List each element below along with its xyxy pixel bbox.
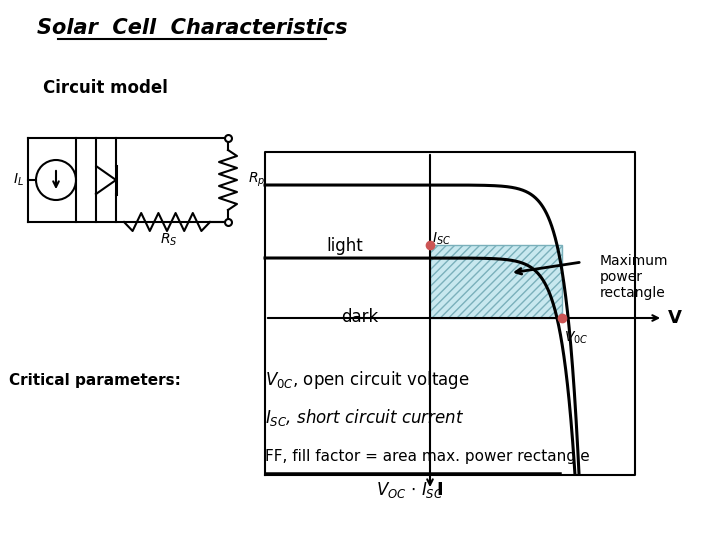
Text: $I_{SC}$, short circuit current: $I_{SC}$, short circuit current: [265, 408, 464, 429]
Text: $V_{0C}$: $V_{0C}$: [564, 330, 588, 346]
Text: Maximum
power
rectangle: Maximum power rectangle: [600, 254, 668, 300]
Text: Circuit model: Circuit model: [42, 79, 168, 97]
Text: Critical parameters:: Critical parameters:: [9, 373, 181, 388]
Bar: [430, 245, 562, 318]
Text: $R_p$: $R_p$: [248, 171, 266, 189]
Text: $V_{OC}$ $\cdot$ $I_{SC}$: $V_{OC}$ $\cdot$ $I_{SC}$: [377, 480, 444, 500]
Text: I: I: [436, 481, 443, 499]
Text: V: V: [668, 309, 682, 327]
Text: $I_L$: $I_L$: [13, 172, 24, 188]
Text: FF, fill factor = area max. power rectangle: FF, fill factor = area max. power rectan…: [265, 449, 590, 464]
Text: $V_{0C}$, open circuit voltage: $V_{0C}$, open circuit voltage: [265, 369, 469, 391]
Text: $I_{SC}$: $I_{SC}$: [432, 231, 451, 247]
Text: light: light: [327, 237, 364, 255]
Text: Solar  Cell  Characteristics: Solar Cell Characteristics: [37, 18, 347, 38]
Text: dark: dark: [341, 308, 379, 326]
Text: $R_S$: $R_S$: [161, 232, 178, 248]
